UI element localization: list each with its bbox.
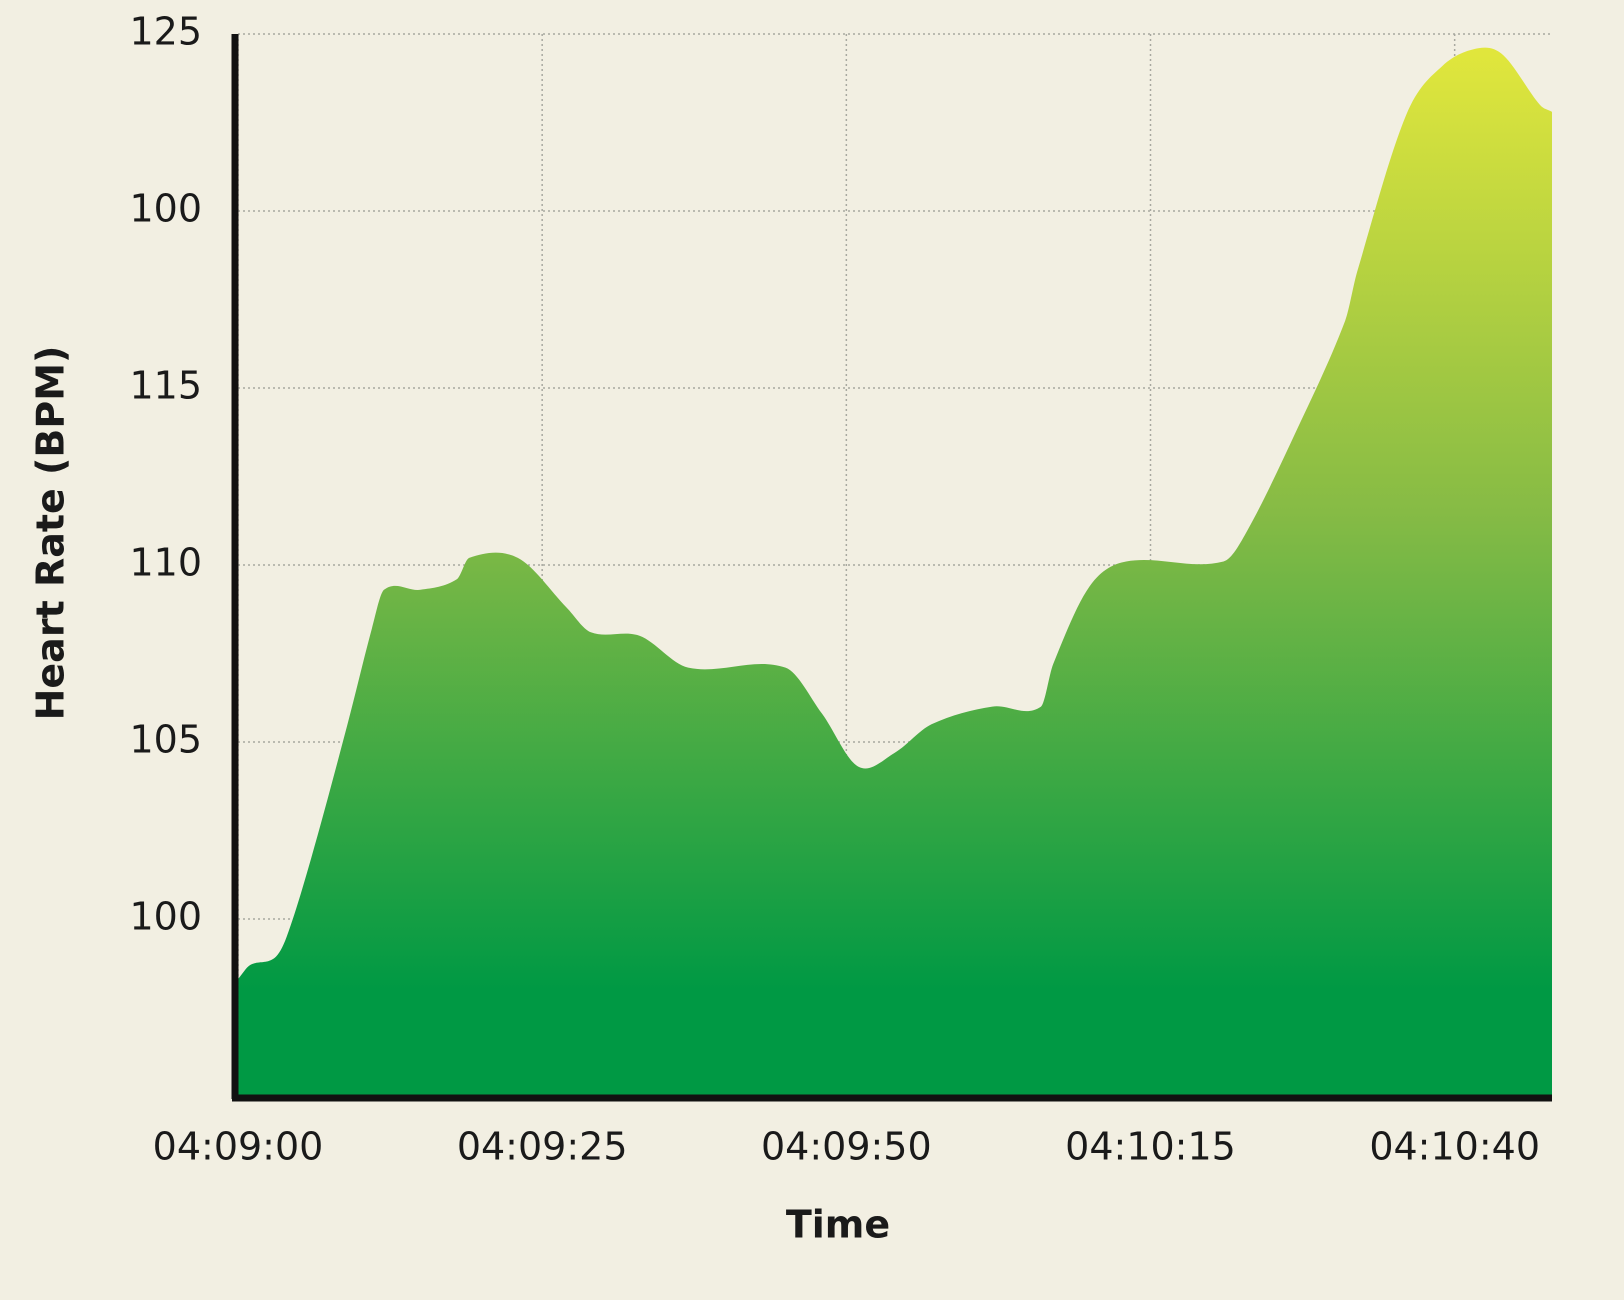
x-tick-label: 04:10:15 [1065,1125,1236,1169]
y-tick-label: 100 [129,187,202,231]
y-tick-label: 105 [129,718,202,762]
y-tick-label: 125 [129,10,202,54]
x-tick-label: 04:09:25 [457,1125,628,1169]
area [238,47,1552,1096]
x-axis-title: Time [786,1203,890,1247]
y-tick-label: 115 [129,364,202,408]
y-tick-label: 110 [129,541,202,585]
y-tick-label: 100 [129,895,202,939]
y-axis-title: Heart Rate (BPM) [29,346,73,721]
x-tick-label: 04:09:00 [153,1125,324,1169]
x-tick-label: 04:10:40 [1369,1125,1540,1169]
x-tick-label: 04:09:50 [761,1125,932,1169]
